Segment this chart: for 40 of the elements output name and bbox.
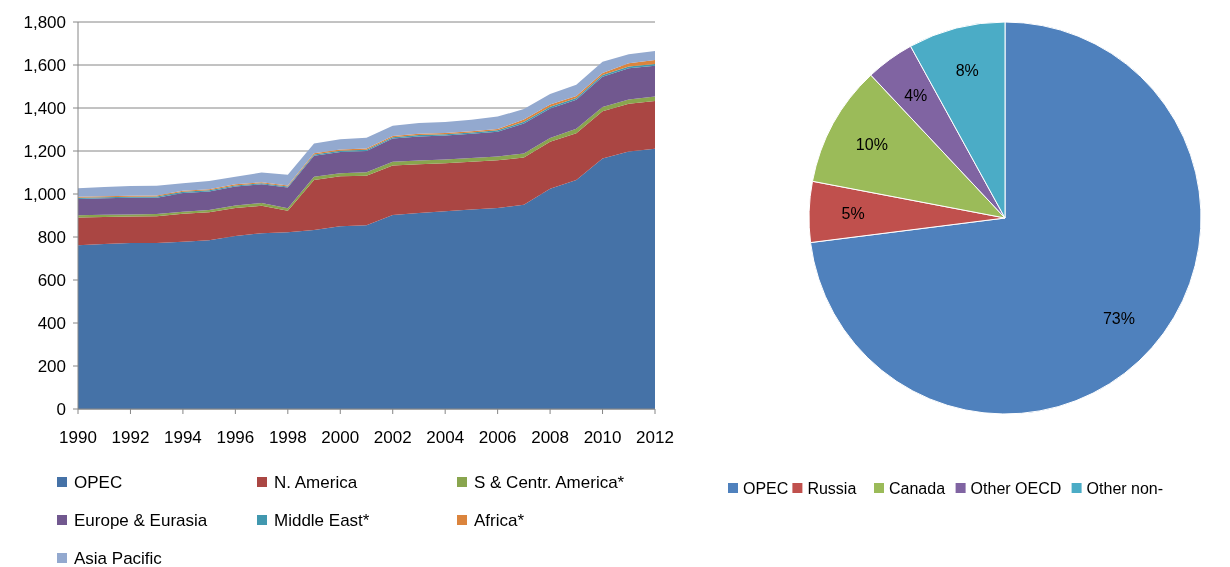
y-tick-label: 400 <box>37 313 66 333</box>
pie-slice <box>810 21 1202 415</box>
legend-label: OPEC <box>74 472 123 492</box>
legend-label: Other non- <box>1086 479 1164 497</box>
x-tick-label: 1990 <box>59 428 97 447</box>
legend-label: Africa* <box>474 510 525 530</box>
x-tick-label: 2000 <box>321 428 360 447</box>
legend-label: Russia <box>807 479 857 497</box>
legend-label: Europe & Eurasia <box>74 510 208 530</box>
y-tick-label: 200 <box>37 356 66 376</box>
y-tick-label: 1,000 <box>23 184 66 204</box>
legend-label: Middle East* <box>274 510 370 530</box>
legend-label: Other OECD <box>970 479 1062 497</box>
x-tick-label: 2008 <box>531 428 569 447</box>
legend-label: OPEC <box>743 479 789 497</box>
data-label: 4% <box>904 86 928 104</box>
x-tick-label: 2010 <box>583 428 622 447</box>
data-label: 5% <box>841 204 865 222</box>
x-tick-label: 1992 <box>111 428 150 447</box>
y-tick-label: 1,600 <box>23 55 66 75</box>
y-tick-label: 0 <box>56 399 66 419</box>
x-tick-label: 2012 <box>636 428 674 447</box>
y-tick-label: 1,200 <box>23 141 66 161</box>
data-label: 8% <box>955 62 979 80</box>
data-label: 73% <box>1102 310 1135 328</box>
x-tick-label: 1998 <box>268 428 307 447</box>
x-tick-label: 2004 <box>426 428 465 447</box>
x-tick-label: 2006 <box>478 428 517 447</box>
legend-label: Canada <box>889 479 946 497</box>
y-tick-label: 800 <box>37 227 66 247</box>
legend-label: S & Centr. America* <box>474 472 625 492</box>
legend-label: Asia Pacific <box>74 548 163 567</box>
data-label: 10% <box>855 136 888 154</box>
y-tick-label: 1,400 <box>23 98 66 118</box>
y-tick-label: 600 <box>37 270 66 290</box>
y-tick-label: 1,800 <box>23 12 66 32</box>
x-tick-label: 2002 <box>373 428 412 447</box>
x-tick-label: 1994 <box>164 428 202 447</box>
legend-label: N. America <box>274 472 358 492</box>
x-tick-label: 1996 <box>216 428 255 447</box>
